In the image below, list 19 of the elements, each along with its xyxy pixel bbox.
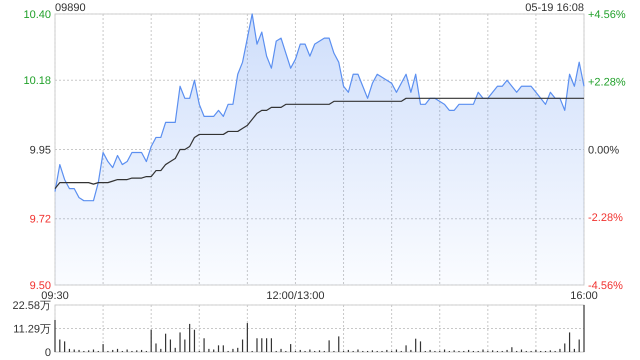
y2-tick-label: +4.56% [588, 8, 626, 21]
x-tick-label: 09:30 [41, 290, 69, 302]
y-tick-label: 0 [44, 346, 51, 359]
chart-title: 09890 [55, 2, 86, 14]
x-tick-label: 16:00 [570, 290, 598, 302]
y2-tick-label: +2.28% [588, 76, 626, 89]
x-tick-label: 12:00/13:00 [266, 290, 325, 302]
line-series [54, 98, 585, 190]
y2-tick-label: -2.28% [588, 212, 624, 224]
y-tick-label: 10.40 [23, 8, 51, 21]
y-tick-label: 9.95 [30, 144, 51, 156]
y-tick-label: 22.58万 [12, 300, 51, 312]
y-tick-label: 11.29万 [13, 323, 51, 336]
y2-tick-label: -4.56% [588, 280, 624, 292]
y-tick-label: 10.18 [23, 75, 51, 88]
y2-tick-label: 0.00% [588, 144, 620, 156]
text: 05-19 16:08 [525, 2, 584, 14]
y-tick-label: 9.50 [30, 280, 51, 292]
y-tick-label: 9.72 [30, 214, 51, 226]
